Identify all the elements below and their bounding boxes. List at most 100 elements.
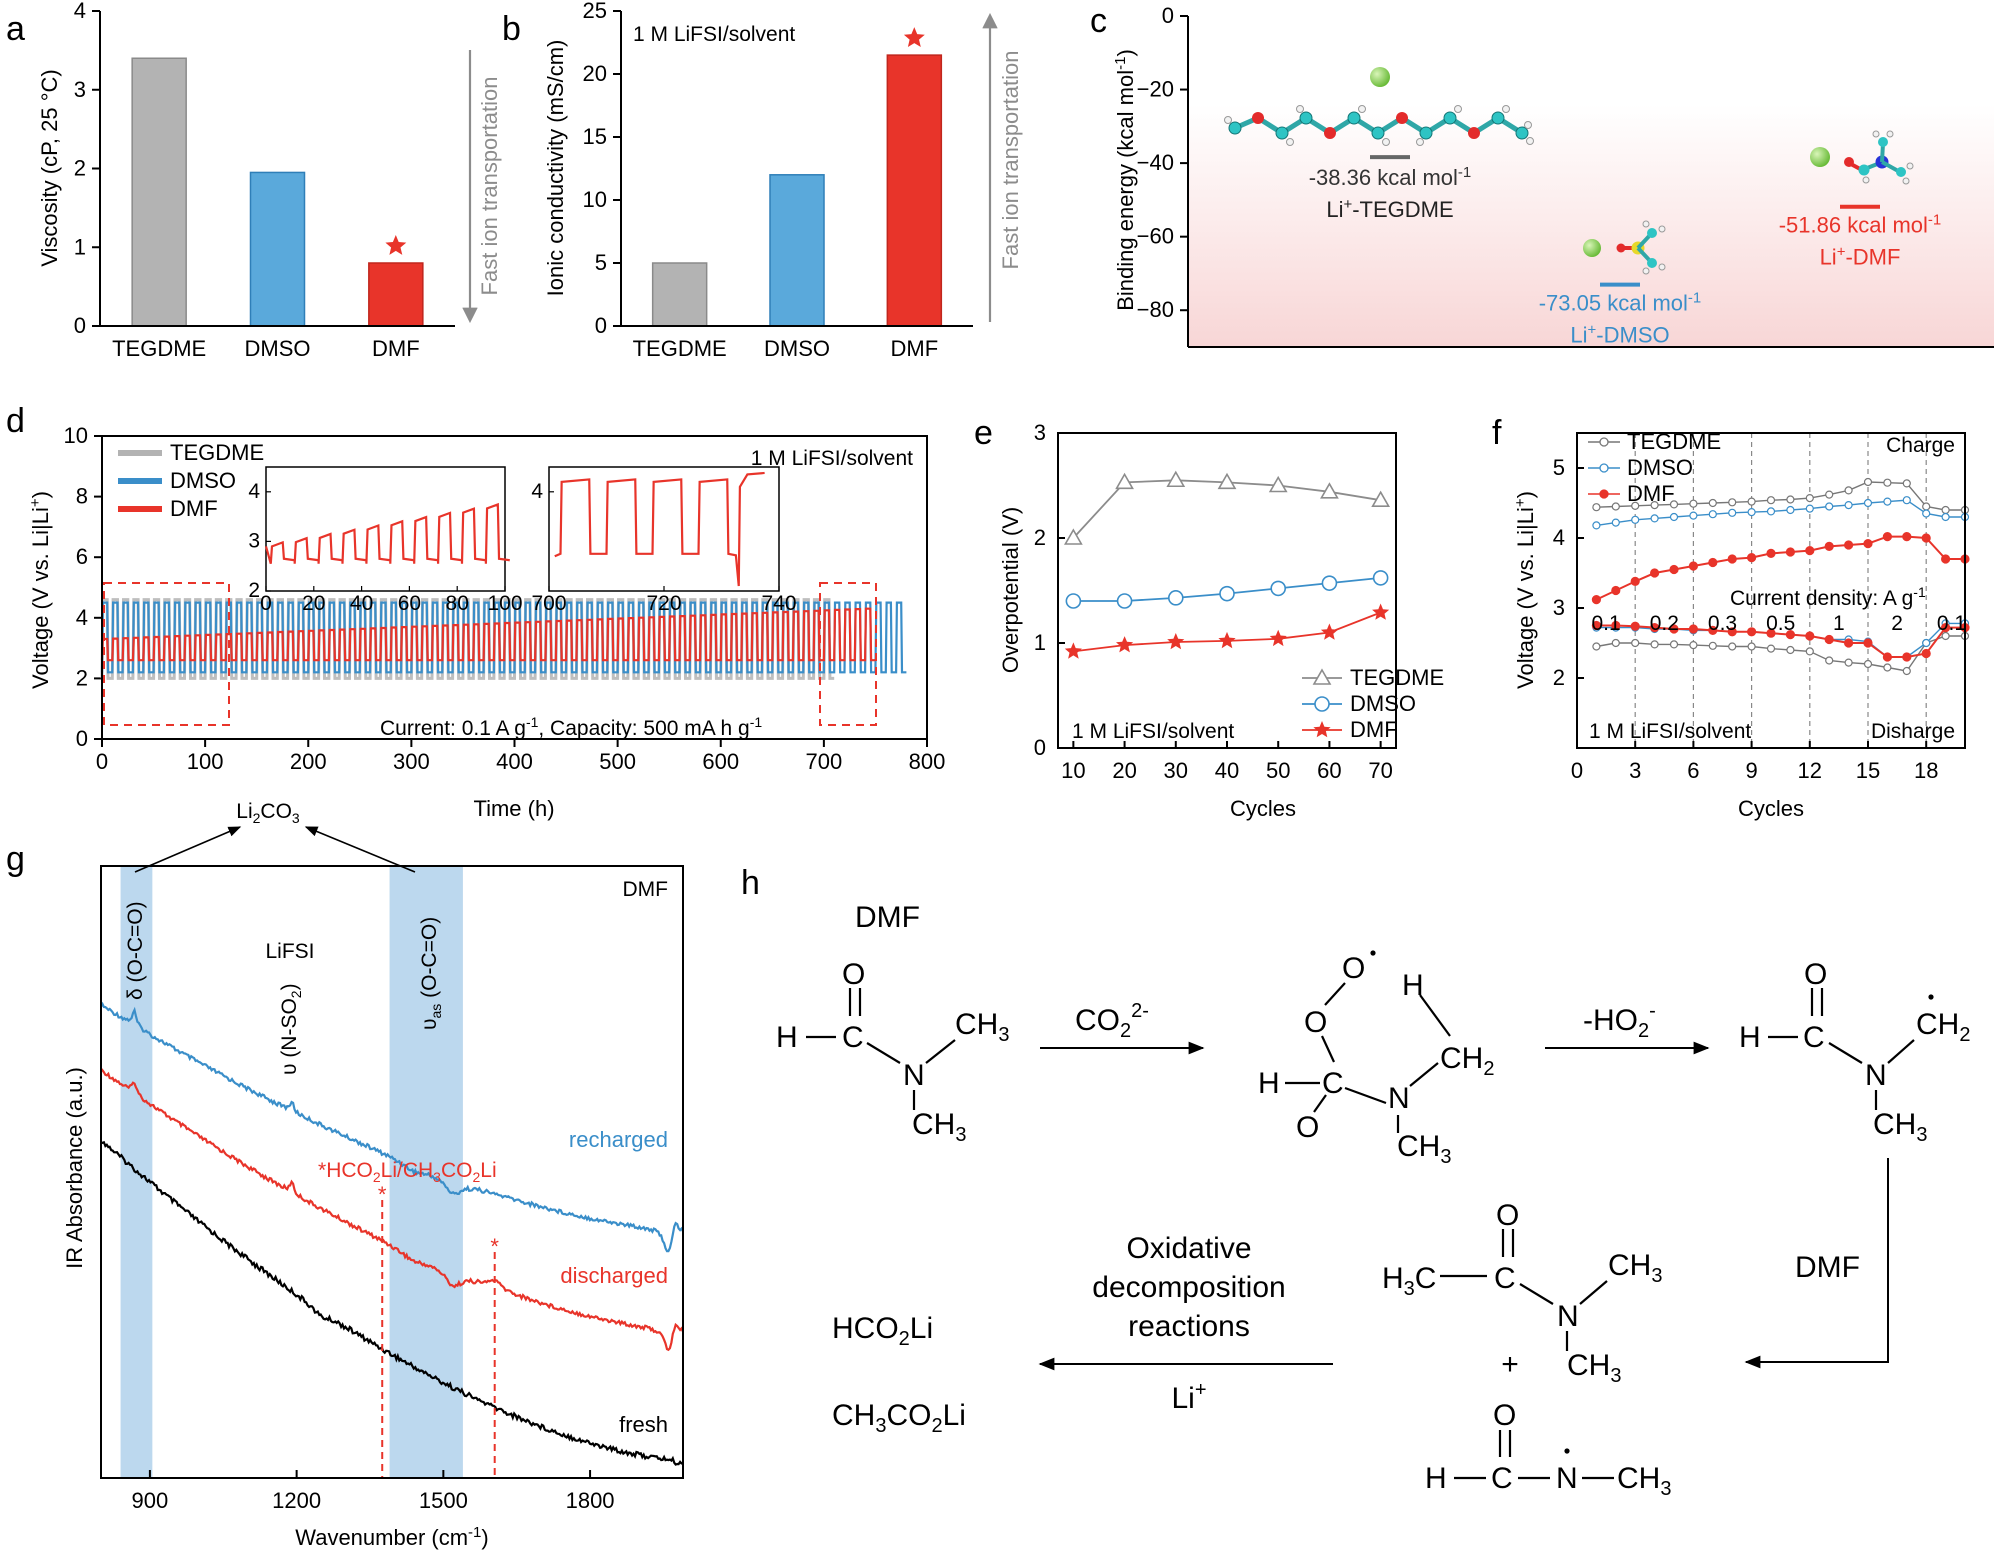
chart-d-legend-label-dmso: DMSO <box>170 468 236 493</box>
chart-e-xtick-label-6: 70 <box>1368 758 1392 783</box>
chart-b-annotation: 1 M LiFSI/solvent <box>633 23 795 46</box>
chart-e-xtick-label-5: 60 <box>1317 758 1341 783</box>
chart-f-point-dmf-discharge-0 <box>1591 620 1602 631</box>
chart-a-xtick-label-1: DMSO <box>245 336 311 361</box>
chart-g-series-recharged <box>100 1001 684 1253</box>
chart-d-inset-0-xtick-label-4: 80 <box>446 592 469 615</box>
chart-d-xtick-label-3: 300 <box>393 749 430 774</box>
chart-d-ytick-label-4: 8 <box>76 484 88 509</box>
chart-d-inset-0-xtick-label-0: 0 <box>260 592 272 615</box>
chart-a-bar-tegdme <box>131 57 187 327</box>
chart-f-point-dmf-discharge-13 <box>1843 638 1854 648</box>
chart-f-point-dmf-discharge-15 <box>1882 652 1893 662</box>
chart-f-point-dmf-discharge-8 <box>1746 627 1757 637</box>
chart-d-ylabel: Voltage (V vs. Li|Li+) <box>27 491 53 689</box>
chart-f-annotation: 1 M LiFSI/solvent <box>1589 720 1751 743</box>
svg-text:N: N <box>1865 1059 1887 1092</box>
chart-f-point-tegdme-charge-1 <box>1611 502 1620 511</box>
chart-f-point-dmf-charge-0 <box>1591 594 1602 605</box>
chart-e-legend-label-dmso: DMSO <box>1350 691 1416 716</box>
chart-f-point-dmso-charge-11 <box>1805 504 1814 513</box>
chart-e-point-dmso-6 <box>1372 570 1389 586</box>
chart-f-point-dmf-charge-14 <box>1863 538 1873 549</box>
chart-f-charge-label: Charge <box>1886 434 1955 457</box>
chart-g-xtick-label-2: 1500 <box>419 1488 468 1513</box>
svg-text:O: O <box>1496 1199 1519 1232</box>
chart-c-value-label-tegdme: -38.36 kcal mol-1 <box>1309 164 1472 190</box>
chart-f-point-dmso-charge-7 <box>1728 508 1737 517</box>
chart-d-frame <box>101 435 928 740</box>
chart-b-bar-dmso <box>769 174 825 327</box>
chart-e-point-dmf-4 <box>1269 629 1287 647</box>
svg-text:C: C <box>1491 1462 1513 1495</box>
chart-d-inset-0-ytick-label-1: 3 <box>248 529 260 552</box>
panel-label-b: b <box>502 10 521 48</box>
chart-e-point-tegdme-1 <box>1115 472 1134 490</box>
chart-d-legend-label-dmf: DMF <box>170 496 218 521</box>
chart-f-legend-marker-dmf <box>1599 489 1609 499</box>
chart-g-series-discharged <box>100 1067 685 1352</box>
chart-e-point-tegdme-0 <box>1063 528 1083 545</box>
chart-f-point-tegdme-charge-2 <box>1631 501 1640 510</box>
chart-g-band-nu-label: υas (O-C=O) <box>418 917 444 1030</box>
panel-h: h DMF H C O N CH3 CH3 CO22- H C O O <box>741 864 1970 1500</box>
chart-f-point-tegdme-discharge-13 <box>1844 658 1853 667</box>
chart-f-point-tegdme-charge-13 <box>1844 486 1853 495</box>
chart-f-point-dmso-charge-18 <box>1941 512 1950 522</box>
svg-text:CH3: CH3 <box>1567 1349 1621 1387</box>
svg-text:H3C: H3C <box>1382 1262 1436 1300</box>
panel-label-c: c <box>1090 2 1107 40</box>
chart-e-point-dmf-6 <box>1372 603 1390 620</box>
chart-f-point-tegdme-charge-15 <box>1883 478 1892 487</box>
chart-f-ytick-label-2: 4 <box>1553 525 1565 550</box>
chart-g-arrow-left <box>134 826 242 873</box>
chart-e-xtick-label-3: 40 <box>1215 758 1239 783</box>
scheme-dmf-radical-molecule: H C O N CH2 CH3 <box>1739 958 1970 1146</box>
chart-f-xtick-label-6: 18 <box>1914 758 1938 783</box>
chart-d-inset-1-frame <box>548 466 780 592</box>
chart-f-point-dmso-charge-14 <box>1863 498 1873 508</box>
panel-label-d: d <box>6 402 25 440</box>
chart-d-inset-1-xtick-label-1: 720 <box>646 592 681 615</box>
chart-c-complex-label-dmf: Li+-DMF <box>1820 244 1901 270</box>
chart-f-point-tegdme-discharge-7 <box>1728 642 1737 651</box>
chart-g-band-1 <box>389 866 463 1478</box>
chart-f-point-tegdme-charge-5 <box>1689 499 1698 508</box>
chart-f-point-dmf-discharge-17 <box>1921 648 1931 659</box>
scheme-reagent-2: -HO2- <box>1583 1000 1656 1042</box>
chart-f-point-tegdme-discharge-3 <box>1650 640 1659 649</box>
chart-e-point-dmso-0 <box>1065 593 1082 609</box>
chart-f-rate-label-0: 0.1 <box>1591 612 1620 635</box>
chart-d-note: Current: 0.1 A g-1, Capacity: 500 mA h g… <box>380 714 762 740</box>
chart-f-point-dmso-discharge-17 <box>1922 638 1931 648</box>
svg-text:CH3: CH3 <box>912 1108 966 1146</box>
chart-f-ytick-label-3: 5 <box>1553 455 1565 480</box>
chart-d-xtick-label-4: 400 <box>496 749 533 774</box>
chart-f-point-dmf-charge-4 <box>1669 564 1679 575</box>
chart-f-rate-label-1: 0.2 <box>1650 612 1679 635</box>
chart-f-point-tegdme-discharge-5 <box>1689 640 1698 650</box>
chart-e-legend-marker-dmf <box>1313 721 1331 738</box>
chart-f-point-dmf-charge-16 <box>1902 531 1912 542</box>
panel-label-f: f <box>1492 414 1502 452</box>
chart-e-annotation: 1 M LiFSI/solvent <box>1072 720 1234 743</box>
chart-e-legend-label-tegdme: TEGDME <box>1350 665 1444 690</box>
panel-g: g 900 1200 1500 1800 * * IR Absorbance (a.u.)… <box>6 800 685 1550</box>
svg-text:H: H <box>1425 1462 1447 1495</box>
chart-c-background <box>1188 105 1994 347</box>
chart-e-frame <box>1057 432 1397 749</box>
chart-g-xlabel: Wavenumber (cm-1) <box>295 1524 488 1550</box>
chart-f-discharge-label: Disharge <box>1871 720 1955 743</box>
chart-e-point-dmf-5 <box>1320 623 1338 640</box>
chart-e-ytick-label-3: 3 <box>1034 420 1046 445</box>
chart-f-xtick-label-4: 12 <box>1798 758 1822 783</box>
chart-f-point-dmf-discharge-4 <box>1669 624 1679 634</box>
chart-d-xtick-label-6: 600 <box>702 749 739 774</box>
chart-f-xtick-label-2: 6 <box>1687 758 1699 783</box>
chart-e-legend-label-dmf: DMF <box>1350 717 1398 742</box>
svg-text:O: O <box>842 958 865 991</box>
chart-e-point-tegdme-2 <box>1166 470 1186 488</box>
svg-text:CH3: CH3 <box>1617 1462 1671 1500</box>
